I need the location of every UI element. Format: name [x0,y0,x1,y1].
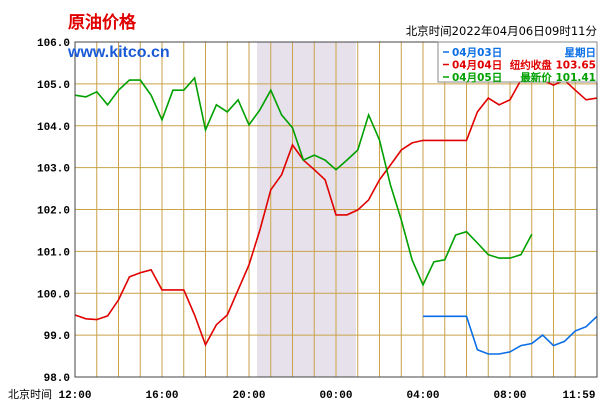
y-tick-label: 103.0 [37,164,70,176]
lines [74,76,598,355]
legend-note: 星期日 [565,46,597,59]
legend-box [437,41,598,83]
series-line [74,76,533,287]
y-tick-label: 102.0 [37,206,70,218]
x-tick-label: 08:00 [493,390,526,402]
legend-label: 04月05日 [452,72,502,84]
series-line [423,315,598,355]
x-axis-label: 北京时间 [8,387,52,401]
y-tick-label: 105.0 [37,80,70,92]
site-url: www.kitco.cn [67,44,170,61]
x-tick-label: 04:00 [406,390,439,402]
x-tick-label: 00:00 [319,390,352,402]
plot-border [74,41,598,378]
legend-label: 04月03日 [452,47,502,59]
y-tick-label: 104.0 [37,122,70,134]
legend: 04月03日 星期日 04月04日 纽约收盘 103.65 04月05日 最新价 101.… [443,46,596,84]
y-tick-label: 99.0 [44,331,70,343]
y-tick-label: 100.0 [37,289,70,301]
chart-title: 原油价格 [68,12,137,33]
legend-note: 最新价 101.41 [520,71,596,84]
x-tick-label: 20:00 [232,390,265,402]
legend-label: 04月04日 [452,60,502,72]
y-tick-label: 101.0 [37,247,70,259]
series-line [74,79,598,347]
timestamp: 北京时间2022年04月06日09时11分 [406,24,598,38]
x-tick-label: 12:00 [58,390,91,402]
y-tick-label: 106.0 [37,38,70,50]
x-tick-label: 11:59 [562,390,595,402]
y-tick-label: 98.0 [44,373,70,385]
grid [74,41,598,378]
x-tick-label: 16:00 [145,390,178,402]
legend-note: 纽约收盘 103.65 [510,59,596,72]
